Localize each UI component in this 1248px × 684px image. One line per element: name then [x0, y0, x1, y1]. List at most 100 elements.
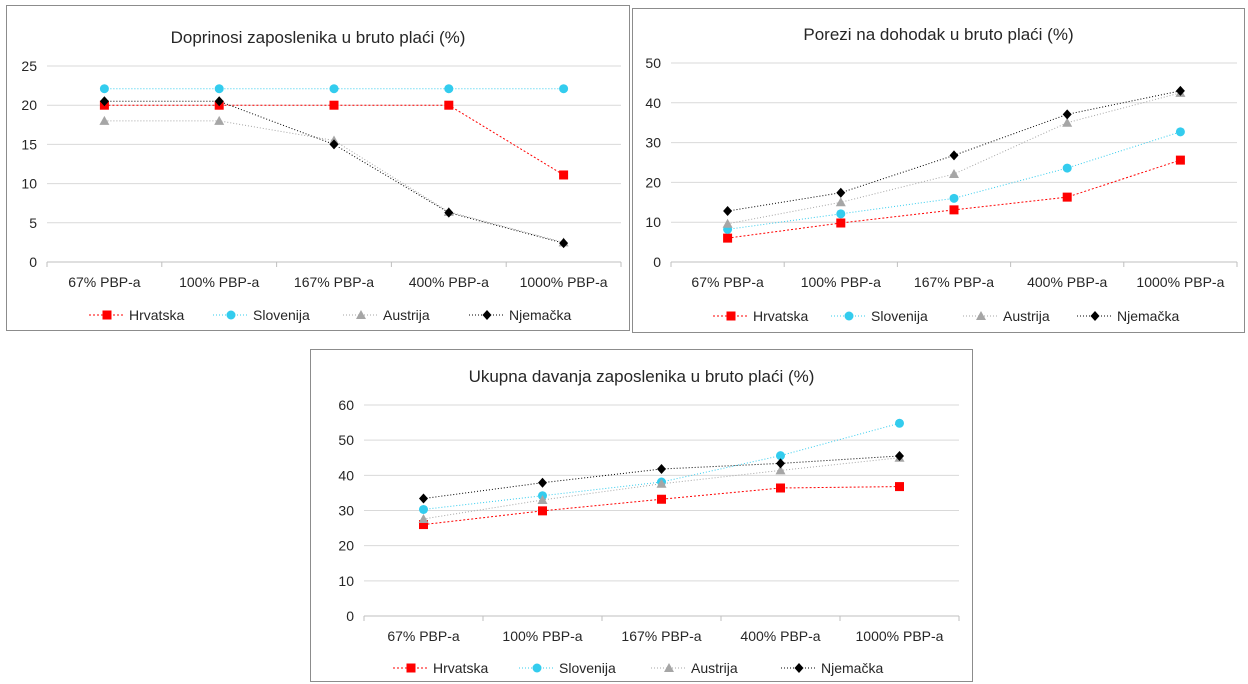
legend-marker: [102, 310, 112, 320]
legend-marker: [794, 663, 804, 673]
data-point: [949, 205, 959, 215]
data-point: [836, 187, 846, 198]
legend-label: Hrvatska: [129, 307, 184, 323]
data-point: [418, 513, 429, 523]
data-point: [444, 100, 454, 110]
data-point: [1175, 127, 1185, 137]
chart-title: Porezi na dohodak u bruto plaći (%): [803, 25, 1073, 44]
x-tick-label: 67% PBP-a: [387, 628, 460, 644]
y-tick-label: 0: [29, 254, 37, 270]
y-tick-label: 10: [21, 176, 37, 192]
data-point: [657, 464, 666, 475]
y-tick-label: 20: [338, 538, 354, 554]
legend-label: Slovenija: [559, 660, 616, 676]
data-point: [419, 493, 428, 504]
legend-marker: [406, 663, 416, 673]
y-tick-label: 20: [21, 97, 37, 113]
y-tick-label: 0: [653, 254, 661, 270]
legend-label: Slovenija: [253, 307, 310, 323]
series-njemacka: [99, 96, 569, 249]
legend-label: Njemačka: [509, 307, 571, 323]
data-point: [214, 96, 224, 107]
data-point: [444, 207, 454, 218]
legend-marker: [482, 310, 492, 320]
legend-label: Slovenija: [871, 308, 928, 324]
legend-item-austrija: Austrija: [343, 307, 430, 323]
data-point: [99, 115, 110, 125]
legend-marker: [226, 310, 236, 320]
data-point: [419, 504, 428, 514]
legend-marker: [844, 311, 854, 321]
data-point: [559, 170, 569, 180]
series-austrija: [99, 115, 569, 247]
data-point: [99, 96, 109, 107]
data-point: [835, 197, 846, 207]
y-tick-label: 10: [338, 573, 354, 589]
legend-label: Njemačka: [821, 660, 883, 676]
chart-income-taxes: Porezi na dohodak u bruto plaći (%) 0 10 20…: [632, 8, 1245, 333]
data-point: [444, 84, 454, 94]
x-tick-label: 100% PBP-a: [502, 628, 582, 644]
legend-item-slovenija: Slovenija: [213, 307, 310, 323]
series-line: [104, 100, 564, 244]
legend-marker: [664, 663, 674, 672]
y-tick-label: 50: [645, 55, 661, 71]
legend-item-njemacka: Njemačka: [781, 660, 883, 676]
legend-label: Njemačka: [1117, 308, 1179, 324]
chart-svg: Doprinosi zaposlenika u bruto plaći (%) 0…: [21, 28, 622, 323]
data-point: [836, 209, 846, 219]
data-point: [949, 193, 959, 203]
data-point: [895, 450, 904, 461]
chart-svg: Ukupna davanja zaposlenika u bruto plaći…: [338, 367, 960, 676]
data-point: [1062, 192, 1072, 202]
legend-marker: [356, 310, 366, 319]
series-slovenija: [723, 127, 1185, 234]
legend-item-hrvatska: Hrvatska: [713, 308, 808, 324]
series-njemacka: [419, 450, 904, 504]
series-slovenija: [99, 84, 569, 94]
y-tick-label: 0: [346, 608, 354, 624]
data-point: [329, 84, 339, 94]
x-tick-label: 1000% PBP-a: [856, 628, 944, 644]
legend-label: Hrvatska: [753, 308, 808, 324]
series-hrvatska: [723, 155, 1185, 243]
data-point: [722, 218, 733, 228]
data-point: [949, 150, 959, 161]
x-tick-label: 100% PBP-a: [801, 274, 881, 290]
legend-item-njemacka: Njemačka: [1077, 308, 1179, 324]
x-tick-label: 167% PBP-a: [914, 274, 994, 290]
series-njemacka: [723, 85, 1185, 217]
data-point: [949, 169, 959, 179]
data-point: [836, 218, 846, 228]
x-tick-label: 400% PBP-a: [740, 628, 820, 644]
y-tick-label: 5: [29, 215, 37, 231]
data-point: [1062, 117, 1073, 127]
chart-title: Ukupna davanja zaposlenika u bruto plaći…: [469, 367, 815, 386]
y-tick-label: 20: [645, 174, 661, 190]
data-point: [776, 451, 785, 461]
legend-label: Austrija: [691, 660, 738, 676]
legend-item-njemacka: Njemačka: [469, 307, 571, 323]
legend-item-austrija: Austrija: [963, 308, 1050, 324]
data-point: [537, 494, 548, 504]
series-line: [423, 455, 900, 500]
x-tick-label: 1000% PBP-a: [1136, 274, 1224, 290]
chart-total-levies: Ukupna davanja zaposlenika u bruto plaći…: [310, 349, 973, 682]
x-tick-label: 167% PBP-a: [294, 274, 374, 290]
y-tick-label: 40: [338, 467, 354, 483]
data-point: [723, 233, 733, 243]
data-point: [538, 506, 547, 516]
data-point: [895, 482, 904, 492]
series-hrvatska: [419, 482, 904, 530]
x-tick-label: 400% PBP-a: [1027, 274, 1107, 290]
data-point: [538, 477, 547, 488]
data-point: [723, 206, 733, 217]
legend-marker: [532, 663, 542, 673]
y-tick-label: 10: [645, 214, 661, 230]
legend-marker: [726, 311, 736, 321]
data-point: [775, 465, 786, 475]
data-point: [559, 238, 569, 249]
data-point: [1175, 85, 1185, 96]
data-point: [776, 458, 785, 469]
legend-item-hrvatska: Hrvatska: [393, 660, 488, 676]
